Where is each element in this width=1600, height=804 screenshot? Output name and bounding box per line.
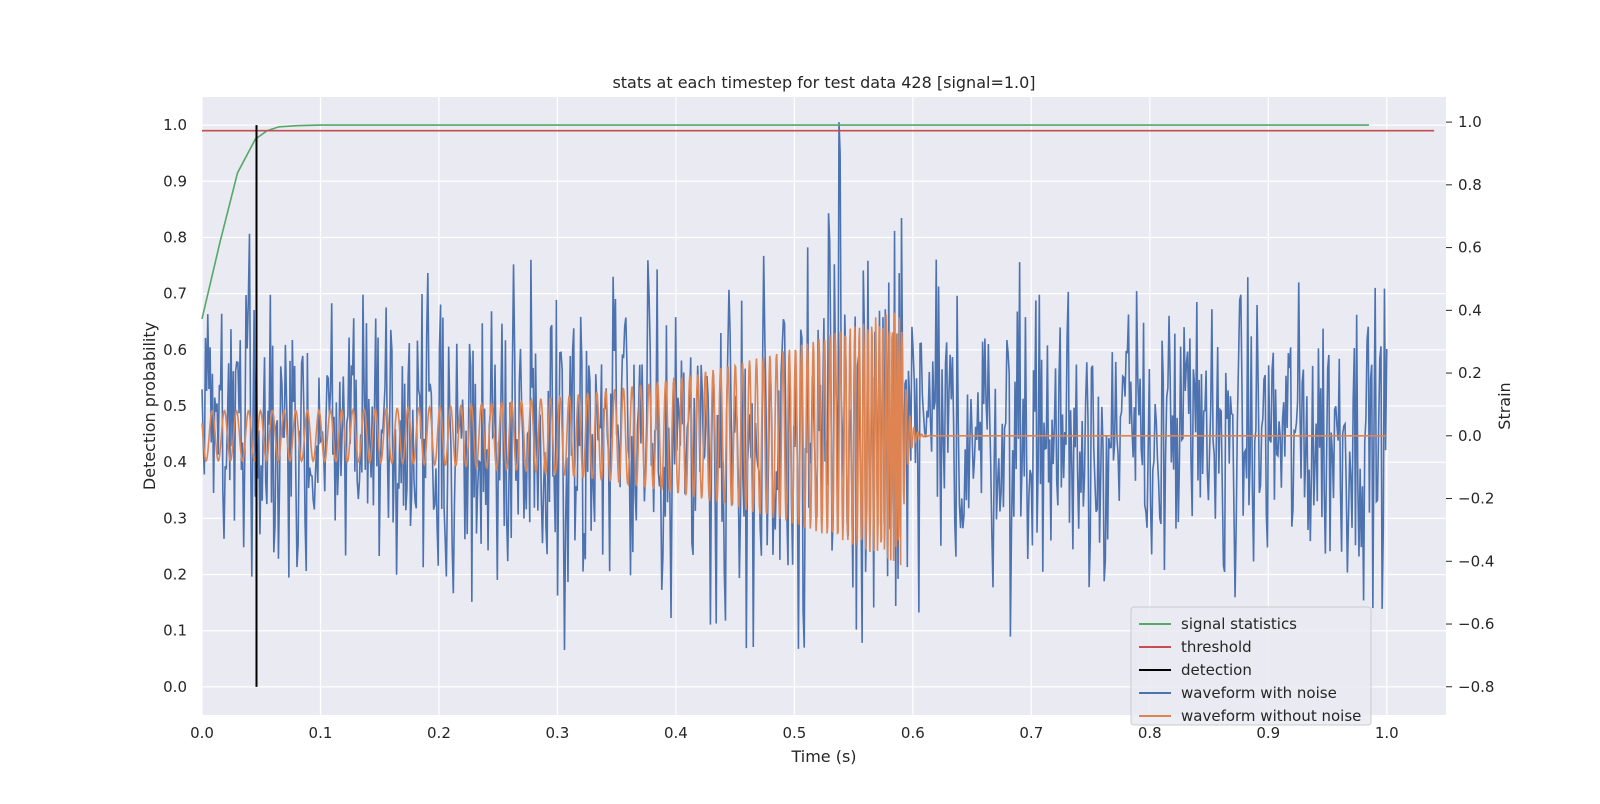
series-layer <box>201 122 1435 687</box>
y-tick-label-right: 0.2 <box>1458 364 1482 382</box>
y-tick-label-right: 0.0 <box>1458 427 1482 445</box>
series-line-waveform-without-noise <box>201 312 1387 566</box>
y-tick-label-right: −0.2 <box>1458 490 1494 508</box>
y-tick-label-left: 0.6 <box>163 341 187 359</box>
legend-label: waveform with noise <box>1181 684 1337 702</box>
x-tick-label: 0.1 <box>309 724 333 742</box>
x-tick-label: 0.9 <box>1256 724 1280 742</box>
legend-label: threshold <box>1181 638 1252 656</box>
y-tick-label-right: 0.8 <box>1458 176 1482 194</box>
y-tick-label-left: 0.3 <box>163 509 187 527</box>
y-tick-label-left: 0.2 <box>163 566 187 584</box>
x-tick-label: 0.4 <box>664 724 688 742</box>
y-tick-label-left: 0.4 <box>163 453 187 471</box>
y-tick-label-right: 0.6 <box>1458 239 1482 257</box>
x-tick-label: 0.7 <box>1019 724 1043 742</box>
y-axis-label-right: Strain <box>1495 382 1514 429</box>
legend-label: signal statistics <box>1181 615 1297 633</box>
x-tick-label: 0.3 <box>545 724 569 742</box>
x-axis-label: Time (s) <box>790 747 856 766</box>
y-tick-label-right: −0.8 <box>1458 678 1494 696</box>
legend: signal statistics threshold detection wavef… <box>1130 606 1372 726</box>
tick-layer: 0.0 0.1 0.2 0.3 0.4 0.5 0.6 0.7 0.8 0.9 1.0 0.0 0.1 0… <box>163 113 1494 742</box>
x-tick-label: 1.0 <box>1375 724 1399 742</box>
y-tick-label-left: 0.5 <box>163 397 187 415</box>
x-tick-label: 0.5 <box>782 724 806 742</box>
x-tick-label: 0.2 <box>427 724 451 742</box>
chart-title: stats at each timestep for test data 428… <box>612 73 1035 92</box>
legend-box <box>1130 606 1372 726</box>
y-axis-label-left: Detection probability <box>140 322 159 490</box>
legend-label: detection <box>1181 661 1252 679</box>
y-tick-label-left: 0.7 <box>163 285 187 303</box>
legend-label: waveform without noise <box>1181 707 1361 725</box>
x-tick-label: 0.8 <box>1138 724 1162 742</box>
x-tick-label: 0.6 <box>901 724 925 742</box>
y-tick-label-right: −0.4 <box>1458 552 1494 570</box>
series-line-signal-statistics <box>201 124 1369 320</box>
y-tick-label-right: −0.6 <box>1458 615 1494 633</box>
y-tick-label-left: 0.8 <box>163 228 187 246</box>
y-tick-label-left: 0.1 <box>163 622 187 640</box>
x-tick-label: 0.0 <box>190 724 214 742</box>
y-tick-label-left: 0.0 <box>163 678 187 696</box>
y-tick-label-right: 0.4 <box>1458 301 1482 319</box>
y-tick-label-right: 1.0 <box>1458 113 1482 131</box>
y-tick-label-left: 1.0 <box>163 116 187 134</box>
y-tick-label-left: 0.9 <box>163 172 187 190</box>
